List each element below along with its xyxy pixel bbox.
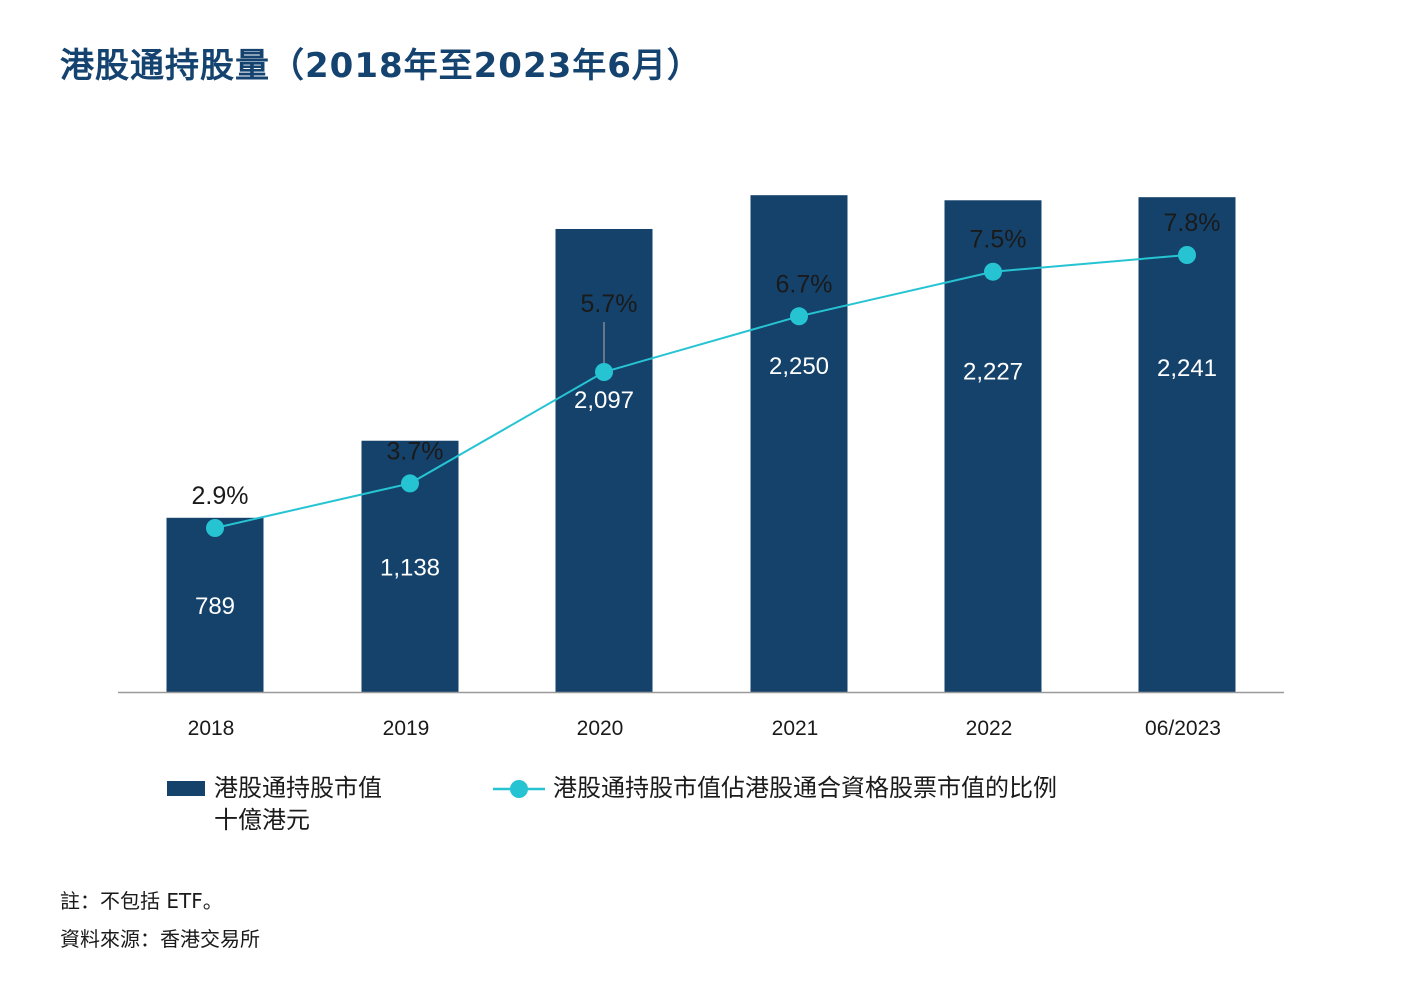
bars-layer — [166, 195, 1236, 693]
percentage-point-2022 — [984, 262, 1002, 281]
legend-bar-label-line2: 十億港元 — [214, 806, 310, 834]
bar-value-label: 2,227 — [963, 358, 1023, 385]
percentage-label: 2.9% — [192, 482, 249, 510]
percentage-point-2019 — [401, 474, 419, 493]
x-tick-label: 2022 — [966, 717, 1013, 740]
labels-layer: 789 2018 1,138 2019 2,097 2020 2,250 2021 2,227 2… — [188, 209, 1221, 740]
bar-value-label: 789 — [195, 593, 235, 620]
footnote-source: 資料來源：香港交易所 — [60, 927, 260, 951]
legend-bar-label: 港股通持股市值 十億港元 — [214, 772, 382, 836]
x-tick-label: 06/2023 — [1145, 717, 1221, 740]
legend-line-label: 港股通持股市值佔港股通合資格股票市值的比例 — [553, 774, 1057, 802]
bar-value-label: 2,250 — [769, 353, 829, 380]
bar-2020 — [555, 228, 653, 692]
percentage-label: 3.7% — [387, 437, 444, 465]
percentage-point-2020 — [595, 363, 613, 381]
x-tick-label: 2018 — [188, 717, 235, 740]
footnote-note: 註：不包括 ETF。 — [60, 889, 223, 913]
x-tick-label: 2021 — [772, 717, 819, 740]
percentage-label: 7.8% — [1164, 209, 1221, 237]
legend-line-swatch — [493, 780, 545, 798]
bar-value-label: 2,241 — [1157, 355, 1217, 382]
percentage-point-2021 — [790, 307, 808, 326]
bar-2022 — [944, 200, 1042, 693]
bar-2021 — [750, 195, 848, 692]
percentage-point-06/2023 — [1178, 246, 1196, 264]
percentage-label: 7.5% — [970, 226, 1027, 254]
percentage-label: 6.7% — [776, 270, 833, 298]
bar-2018 — [166, 517, 264, 692]
percentage-point-2018 — [206, 519, 224, 537]
chart-title: 港股通持股量（2018年至2023年6月） — [60, 46, 702, 86]
x-tick-label: 2019 — [383, 717, 430, 740]
bar-06/2023 — [1138, 197, 1236, 692]
chart-canvas: 789 2018 1,138 2019 2,097 2020 2,250 2021 2,227 2… — [118, 195, 1284, 740]
legend-bar-label-line1: 港股通持股市值 — [214, 774, 382, 802]
percentage-label: 5.7% — [581, 290, 638, 318]
x-tick-label: 2020 — [577, 717, 624, 740]
percentage-series-line — [214, 254, 1188, 529]
bar-value-label: 2,097 — [574, 387, 634, 414]
legend-bar-swatch — [167, 781, 205, 796]
line-layer — [206, 246, 1196, 537]
bar-value-label: 1,138 — [380, 554, 440, 581]
